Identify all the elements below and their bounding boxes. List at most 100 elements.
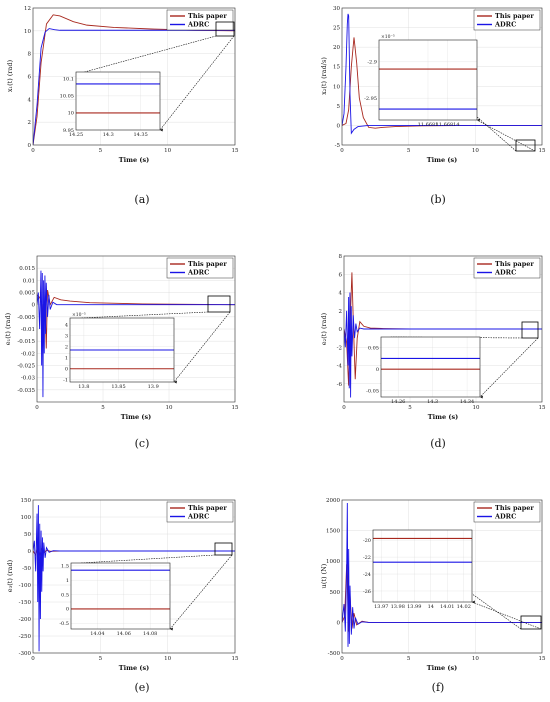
inset-x-tick-label: 14.34 <box>460 399 474 405</box>
zoom-box <box>214 542 233 556</box>
x-tick-label: 10 <box>164 148 171 154</box>
zoom-connector <box>476 119 536 152</box>
inset-x-tick-label: 14.3 <box>427 399 438 405</box>
series-group <box>344 272 542 398</box>
x-tick-label: 5 <box>407 148 411 154</box>
inset-a: 14.25 14.3 14.35 9.95 10 10.05 10.1 <box>60 71 161 138</box>
y-tick-label: -150 <box>19 600 32 606</box>
zoom-connector <box>80 311 209 319</box>
y-tick-label: -0.03 <box>21 376 36 382</box>
inset-y-tick-label: 10 <box>68 111 74 117</box>
y-tick-label: 8 <box>339 254 343 260</box>
inset-y-tick-label: 9.95 <box>63 128 74 134</box>
panel-caption: (d) <box>430 437 446 450</box>
panel-caption: (b) <box>430 193 446 206</box>
legend-label: This paper <box>495 504 534 512</box>
y-tick-label: -0.01 <box>21 327 35 333</box>
x-tick-label: 15 <box>539 405 546 411</box>
legend-label: This paper <box>495 260 534 268</box>
panel-caption: (f) <box>432 681 445 694</box>
series-line-adrc <box>342 13 542 135</box>
legend-label: This paper <box>188 504 227 512</box>
y-tick-label: 2000 <box>326 498 340 504</box>
zoom-connector <box>479 337 539 398</box>
y-tick-label: 0.015 <box>19 266 35 272</box>
x-axis-label: Time (s) <box>119 664 149 672</box>
inset-frame <box>378 39 478 121</box>
chart-panel-d: 0 5 10 15 -6 -4 -2 0 2 4 6 8 Time (s) e₂(t) (rad) This… <box>320 254 546 450</box>
y-axis-label: x₂(t) (rad/s) <box>320 57 328 95</box>
inset-x-tick-label: 14.35 <box>133 132 147 138</box>
zoom-connector <box>169 554 233 630</box>
axes-frame <box>343 255 543 403</box>
y-tick-label: 100 <box>21 515 32 521</box>
y-axis-label: e₂(t) (rad) <box>320 312 328 345</box>
x-tick-label: 5 <box>99 148 103 154</box>
y-tick-label: 2 <box>339 309 343 315</box>
inset-c: 13.8 13.85 13.9 -1 0 1 2 3 4 ×10⁻⁵ <box>63 312 175 390</box>
panel-caption: (a) <box>134 193 149 206</box>
inset-f: 13.97 13.98 13.99 14 14.01 14.02 -20 -22 -24 -26 <box>363 529 473 610</box>
inset-y-tick-label: -0.5 <box>59 621 69 627</box>
inset-x-tick-label: 13.98 <box>391 604 405 610</box>
y-tick-label: -50 <box>22 566 31 572</box>
y-tick-label: 20 <box>333 45 340 51</box>
inset-exponent-label: ×10⁻⁵ <box>72 312 86 318</box>
inset-y-tick-label: -2.95 <box>364 96 377 102</box>
inset-frame <box>380 336 481 398</box>
chart-panel-c: 0 5 10 15-0.035-0.03-0.025-0.02-0.015-0.01-… <box>4 255 239 450</box>
series-line-adrc <box>33 28 235 145</box>
inset-y-tick-label: 0 <box>376 367 379 373</box>
y-tick-label: 0 <box>32 303 36 309</box>
x-tick-label: 10 <box>166 405 173 411</box>
x-tick-label: 5 <box>407 656 411 662</box>
inset-x-tick-label: 13.99 <box>407 604 421 610</box>
inset-y-tick-label: 1 <box>66 578 69 584</box>
x-axis-label: Time (s) <box>427 664 457 672</box>
inset-frame <box>75 71 161 131</box>
x-axis-label: Time (s) <box>119 156 149 164</box>
inset-x-tick-label: 14.08 <box>143 631 157 637</box>
inset-frame <box>69 317 175 383</box>
series-group <box>342 503 542 647</box>
inset-y-tick-label: 1 <box>65 356 68 362</box>
inset-area <box>76 72 160 130</box>
y-tick-label: -250 <box>19 634 32 640</box>
inset-y-tick-label: 0 <box>66 607 69 613</box>
x-tick-label: 0 <box>31 656 35 662</box>
x-tick-label: 15 <box>539 148 546 154</box>
zoom-connector <box>84 35 217 73</box>
legend-label: ADRC <box>494 21 516 29</box>
y-tick-label: 10 <box>24 29 31 35</box>
x-tick-label: 0 <box>342 405 346 411</box>
axes-frame <box>32 7 236 146</box>
inset-y-tick-label: 0.05 <box>368 346 379 352</box>
inset-area <box>71 563 170 629</box>
y-tick-label: 0.005 <box>19 291 35 297</box>
inset-y-tick-label: -0.05 <box>366 388 379 394</box>
y-tick-label: -0.035 <box>17 388 35 394</box>
series-line-this-paper <box>33 14 235 145</box>
y-tick-label: -200 <box>19 617 32 623</box>
legend-label: ADRC <box>494 269 516 277</box>
inset-y-tick-label: -24 <box>363 572 371 578</box>
series-line-adrc <box>37 270 235 398</box>
x-tick-label: 10 <box>472 656 479 662</box>
inset-x-tick-label: 14.3 <box>103 132 114 138</box>
inset-y-tick-label: 10.1 <box>63 77 74 83</box>
series-group <box>33 14 235 145</box>
x-tick-label: 15 <box>232 148 239 154</box>
inset-x-tick-label: 14.26 <box>391 399 405 405</box>
zoom-box <box>520 615 542 630</box>
chart-panel-e: 0 5 10 15-300-250-200-150-100-50050100150Ti… <box>6 498 239 694</box>
x-axis-label: Time (s) <box>428 413 458 421</box>
axes-frame <box>341 499 543 654</box>
x-tick-label: 5 <box>99 656 103 662</box>
y-tick-label: 6 <box>28 75 32 81</box>
legend-label: ADRC <box>187 269 209 277</box>
connector-arrowhead <box>170 627 173 631</box>
zoom-box <box>215 21 235 37</box>
y-tick-label: -500 <box>328 651 341 657</box>
series-line-adrc <box>342 503 542 647</box>
